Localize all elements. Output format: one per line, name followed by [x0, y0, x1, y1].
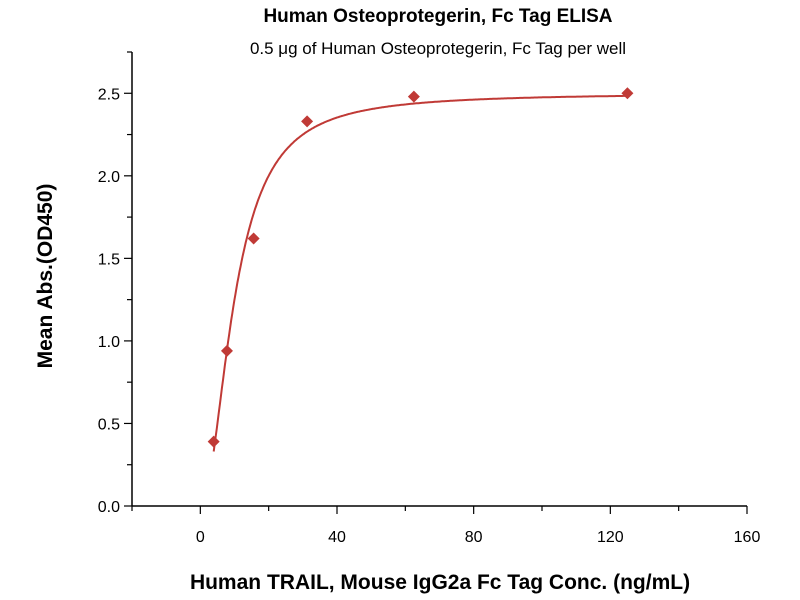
data-point: [207, 435, 220, 448]
chart-title: Human Osteoprotegerin, Fc Tag ELISA: [263, 6, 612, 27]
y-tick-label: 2.5: [98, 86, 120, 103]
y-tick-label: 1.0: [98, 334, 120, 351]
data-point: [621, 87, 634, 100]
x-tick-label: 120: [597, 529, 624, 546]
x-axis-label: Human TRAIL, Mouse IgG2a Fc Tag Conc. (n…: [190, 571, 690, 594]
x-tick-label: 80: [465, 529, 483, 546]
x-tick-label: 160: [734, 529, 761, 546]
data-point: [301, 115, 314, 128]
y-tick-label: 1.5: [98, 251, 120, 268]
x-tick-label: 40: [328, 529, 346, 546]
data-point: [220, 344, 233, 357]
chart-subtitle: 0.5 μg of Human Osteoprotegerin, Fc Tag …: [250, 39, 626, 58]
data-point: [407, 90, 420, 103]
y-tick-label: 2.0: [98, 169, 120, 186]
data-point: [247, 232, 260, 245]
y-axis-label: Mean Abs.(OD450): [34, 184, 57, 369]
y-tick-label: 0.0: [98, 499, 120, 516]
x-tick-label: 0: [196, 529, 205, 546]
fit-curve: [212, 94, 628, 452]
y-tick-label: 0.5: [98, 416, 120, 433]
